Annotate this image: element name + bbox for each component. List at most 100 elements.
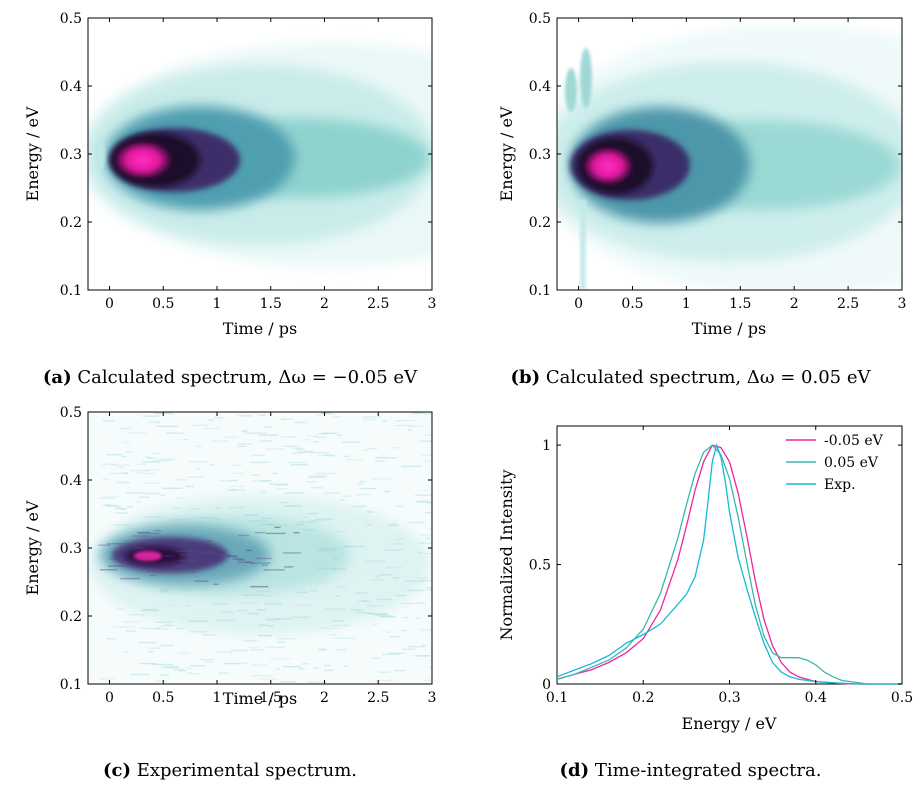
noise-streak xyxy=(296,448,305,451)
x-tick-label: 1.5 xyxy=(260,690,282,706)
noise-streak xyxy=(406,521,426,524)
noise-streak xyxy=(152,663,173,666)
noise-streak xyxy=(122,621,139,623)
noise-streak xyxy=(213,603,228,605)
noise-streak xyxy=(267,625,274,627)
x-tick-label: 2 xyxy=(320,296,329,312)
caption-c: (c) Experimental spectrum. xyxy=(0,760,460,781)
noise-streak xyxy=(148,421,162,423)
noise-streak xyxy=(140,610,160,612)
noise-streak xyxy=(265,532,286,535)
noise-streak xyxy=(188,673,201,675)
noise-streak xyxy=(182,540,189,543)
x-axis-label-c: Time / ps xyxy=(223,689,297,708)
noise-streak xyxy=(100,464,106,467)
noise-streak xyxy=(239,506,246,508)
noise-streak xyxy=(374,679,393,682)
x-tick-label: 0.5 xyxy=(621,296,643,312)
noise-streak xyxy=(306,435,318,437)
legend-label: -0.05 eV xyxy=(824,433,884,449)
noise-streak xyxy=(189,461,209,463)
noise-streak xyxy=(277,487,288,490)
noise-streak xyxy=(316,414,321,416)
lines-d xyxy=(556,442,902,685)
noise-streak xyxy=(265,448,286,450)
noise-streak xyxy=(194,580,209,582)
noise-streak xyxy=(283,445,298,447)
noise-streak xyxy=(115,512,128,514)
noise-streak xyxy=(335,595,341,597)
noise-streak xyxy=(154,422,160,424)
x-tick-label: 2.5 xyxy=(837,296,859,312)
noise-streak xyxy=(360,487,377,490)
noise-streak xyxy=(274,668,280,670)
noise-streak xyxy=(186,476,204,478)
noise-streak xyxy=(178,670,187,672)
noise-streak xyxy=(427,589,432,591)
noise-streak xyxy=(161,487,183,490)
noise-streak xyxy=(104,496,120,498)
noise-streak xyxy=(123,441,131,444)
noise-streak xyxy=(303,529,316,531)
noise-streak xyxy=(249,461,269,464)
noise-streak xyxy=(291,447,303,450)
noise-streak xyxy=(251,675,272,677)
noise-streak xyxy=(117,466,124,468)
noise-streak xyxy=(204,661,213,663)
noise-streak xyxy=(185,667,193,669)
noise-streak xyxy=(363,612,369,614)
noise-streak xyxy=(395,594,406,597)
noise-streak xyxy=(224,556,239,558)
noise-streak xyxy=(132,556,154,558)
caption-c-text: Experimental spectrum. xyxy=(136,760,358,781)
noise-streak xyxy=(407,646,426,648)
panel-a: 0 0.5 1 1.5 2 2.5 3 0.1 0.2 0.3 0.4 0.5 Time / ps E… xyxy=(23,11,436,338)
x-tick-label: 2.5 xyxy=(367,296,389,312)
noise-streak xyxy=(120,577,140,580)
noise-streak xyxy=(266,618,282,620)
noise-streak xyxy=(318,648,327,650)
noise-streak xyxy=(283,418,294,420)
noise-streak xyxy=(362,449,370,451)
noise-streak xyxy=(214,416,223,419)
noise-streak xyxy=(105,638,116,640)
noise-streak xyxy=(219,555,237,557)
noise-streak xyxy=(308,476,327,478)
noise-streak xyxy=(224,662,242,665)
noise-streak xyxy=(375,575,380,577)
noise-streak xyxy=(250,562,271,564)
noise-streak xyxy=(394,669,406,672)
noise-streak xyxy=(261,523,274,525)
noise-streak xyxy=(425,537,431,540)
noise-streak xyxy=(415,412,425,414)
noise-streak xyxy=(172,507,181,509)
noise-streak xyxy=(230,485,246,488)
noise-streak xyxy=(136,471,143,474)
noise-streak xyxy=(236,609,249,612)
noise-streak xyxy=(277,641,286,643)
noise-streak xyxy=(387,524,399,527)
legend-d: -0.05 eV 0.05 eV Exp. xyxy=(786,433,884,493)
y-tick-label: 0.3 xyxy=(60,541,82,557)
noise-streak xyxy=(115,507,126,510)
noise-streak xyxy=(237,559,246,561)
noise-streak xyxy=(106,454,123,456)
noise-streak xyxy=(382,653,401,656)
noise-streak xyxy=(99,569,118,571)
noise-streak xyxy=(421,644,426,646)
noise-streak xyxy=(248,612,259,615)
noise-streak xyxy=(232,558,244,560)
noise-streak xyxy=(121,472,129,474)
noise-streak xyxy=(336,530,345,533)
noise-streak xyxy=(138,496,150,498)
noise-streak xyxy=(400,602,420,605)
noise-streak xyxy=(309,519,329,522)
noise-streak xyxy=(355,609,364,612)
noise-streak xyxy=(342,545,351,548)
noise-streak xyxy=(385,631,391,633)
noise-streak xyxy=(143,482,161,484)
noise-streak xyxy=(298,667,305,670)
noise-streak xyxy=(221,611,234,613)
noise-streak xyxy=(230,489,235,491)
noise-streak xyxy=(202,634,215,636)
